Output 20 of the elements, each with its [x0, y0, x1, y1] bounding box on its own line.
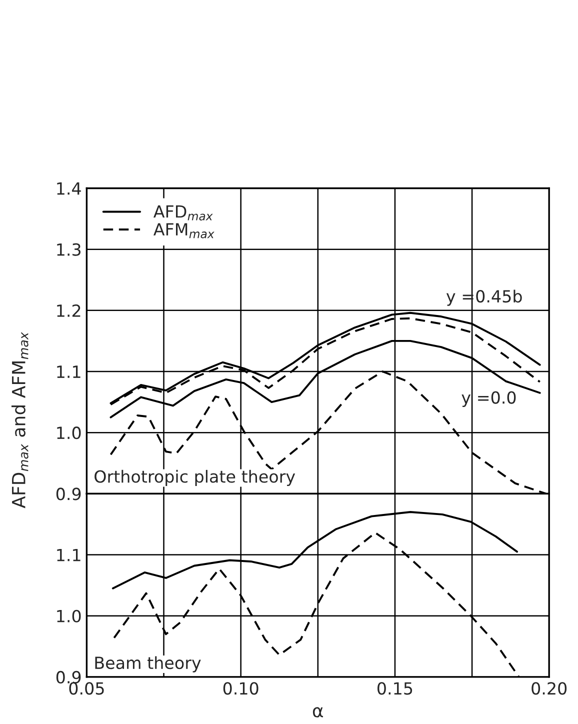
y-tick-label: 1.1: [57, 548, 80, 562]
y-tick-label: 1.1: [57, 366, 80, 378]
y-tick-label: 1.3: [57, 243, 81, 256]
x-tick-label: 0.15: [378, 682, 412, 695]
y-tick-label: 1.0: [57, 426, 81, 440]
annotation: Beam theory: [95, 656, 201, 672]
annotation: y =0.0: [462, 391, 516, 408]
y-tick-label: 1.2: [57, 304, 80, 317]
x-tick-label: 0.05: [69, 682, 104, 695]
y-axis-title: AFD$_{max}$ and AFM$_{max}$: [11, 332, 28, 508]
y-tick-label: 1.0: [57, 610, 81, 622]
x-tick-label: 0.10: [223, 682, 258, 695]
x-axis-title: α: [312, 707, 323, 718]
y-tick-label: 0.9: [56, 670, 81, 684]
y-tick-label: 0.9: [56, 488, 81, 500]
legend-label: AFM$_{max}$: [153, 223, 214, 238]
legend-label: AFD$_{max}$: [153, 205, 213, 220]
x-tick-label: 0.20: [532, 682, 567, 695]
y-tick-label: 1.4: [57, 182, 81, 195]
annotation: Orthotropic plate theory: [94, 470, 296, 486]
